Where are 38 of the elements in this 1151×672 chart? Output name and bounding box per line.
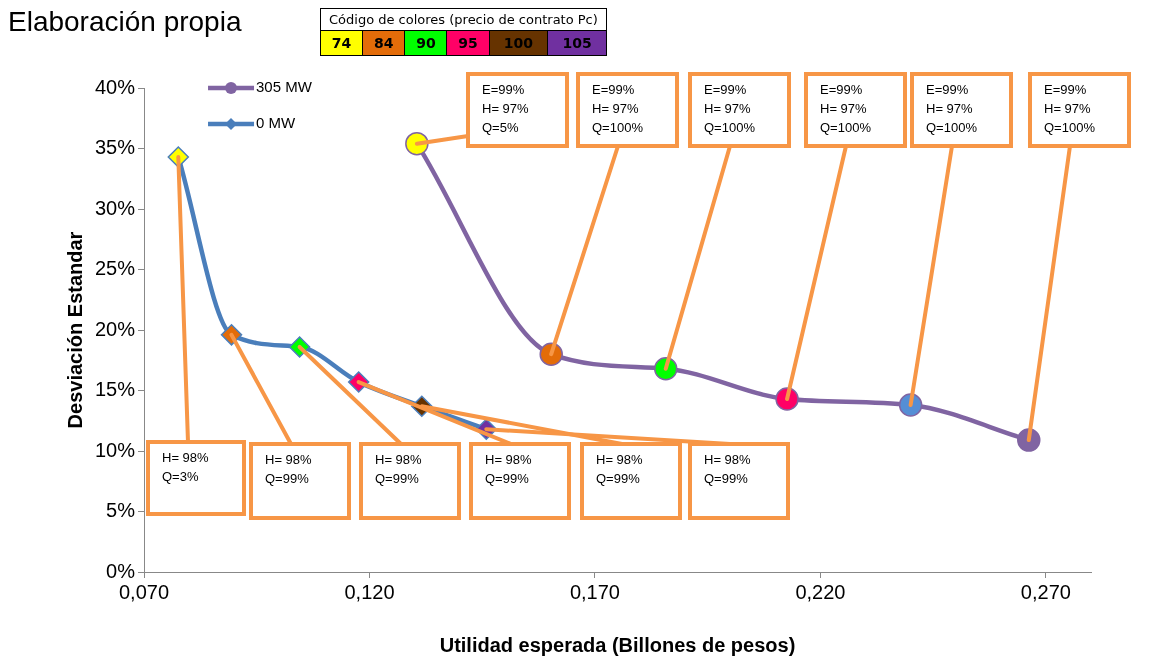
text: Código de colores (precio de contrato Pc) — [328, 11, 599, 29]
text: 100 — [488, 31, 548, 55]
x-tick-label: 0,270 — [1020, 580, 1071, 603]
text: 90 — [404, 31, 447, 55]
text: 74 — [321, 31, 363, 55]
x-axis-title: Utilidad esperada (Billones de pesos) — [439, 633, 796, 656]
x-tick-label: 0,120 — [344, 580, 395, 603]
annotation: H= 98% Q=99% — [704, 451, 751, 488]
text: 95 — [446, 31, 489, 55]
y-tick-label: 0% — [106, 559, 136, 582]
y-tick-label: 35% — [95, 136, 136, 159]
annotation: E=99% H= 97% Q=100% — [926, 81, 977, 137]
text: 105 — [547, 31, 606, 55]
x-tick-label: 0,170 — [569, 580, 620, 603]
annotation: H= 98% Q=3% — [162, 449, 209, 486]
legend-label: 0 MW — [256, 114, 297, 132]
y-tick-label: 15% — [95, 378, 136, 401]
y-tick-label: 5% — [106, 499, 136, 522]
x-tick-label: 0,220 — [795, 580, 846, 603]
annotation: E=99% H= 97% Q=100% — [704, 81, 755, 137]
annotation: H= 98% Q=99% — [375, 451, 422, 488]
y-tick-label: 30% — [95, 196, 136, 219]
annotation: E=99% H= 97% Q=100% — [592, 81, 643, 137]
annotation: E=99% H= 97% Q=100% — [1044, 81, 1095, 137]
annotation: H= 98% Q=99% — [485, 451, 532, 488]
annotation: E=99% H= 97% Q=5% — [482, 81, 529, 137]
y-tick-label: 20% — [95, 317, 136, 340]
annotation: H= 98% Q=99% — [265, 451, 312, 488]
y-tick-label: 25% — [95, 257, 136, 280]
x-tick-label: 0,070 — [119, 580, 170, 603]
legend-label: 305 MW — [256, 78, 313, 96]
text: Elaboración propia — [8, 6, 242, 38]
y-axis-title: Desviación Estandar — [63, 231, 86, 429]
text: 84 — [362, 31, 405, 55]
annotation: E=99% H= 97% Q=100% — [820, 81, 871, 137]
annotation: H= 98% Q=99% — [596, 451, 643, 488]
y-tick-label: 10% — [95, 438, 136, 461]
y-tick-label: 40% — [95, 75, 136, 98]
